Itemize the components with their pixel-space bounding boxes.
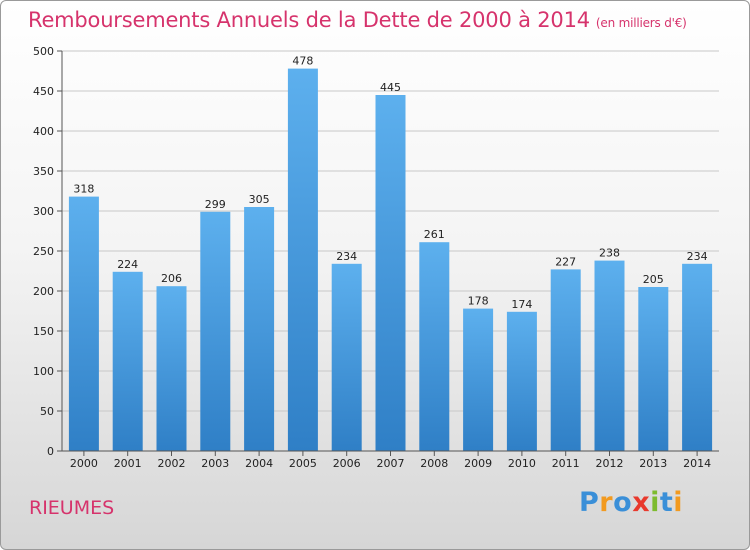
data-label-2013: 205 xyxy=(643,273,664,286)
x-tick-label-2013: 2013 xyxy=(639,457,667,470)
logo-letter: i xyxy=(673,487,684,518)
bar-2007 xyxy=(375,95,406,451)
logo-letter: r xyxy=(599,487,614,518)
data-label-2002: 206 xyxy=(161,272,182,285)
y-tick-label: 300 xyxy=(33,205,54,218)
data-label-2006: 234 xyxy=(336,250,357,263)
data-label-2009: 178 xyxy=(468,295,489,308)
x-tick-label-2011: 2011 xyxy=(552,457,580,470)
bar-2008 xyxy=(419,242,450,451)
bar-2011 xyxy=(550,269,581,451)
chart-subtitle: (en milliers d'€) xyxy=(595,16,687,30)
logo-letter: i xyxy=(650,487,660,518)
x-tick-label-2003: 2003 xyxy=(201,457,229,470)
x-tick-label-2004: 2004 xyxy=(245,457,273,470)
bar-2001 xyxy=(112,271,143,451)
x-tick-label-2007: 2007 xyxy=(377,457,405,470)
data-label-2014: 234 xyxy=(687,250,708,263)
data-label-2010: 174 xyxy=(511,298,532,311)
bar-2000 xyxy=(68,196,99,451)
data-label-2001: 224 xyxy=(117,258,138,271)
logo-letter: P xyxy=(579,487,600,518)
data-label-2000: 318 xyxy=(73,183,94,196)
chart-title: Remboursements Annuels de la Dette de 20… xyxy=(28,8,687,32)
x-tick-label-2006: 2006 xyxy=(333,457,361,470)
bar-2004 xyxy=(244,207,275,451)
chart-title-text: Remboursements Annuels de la Dette de 20… xyxy=(28,8,590,32)
logo-letter: x xyxy=(632,487,651,518)
y-tick-label: 250 xyxy=(33,245,54,258)
data-label-2003: 299 xyxy=(205,198,226,211)
bar-2005 xyxy=(287,68,318,451)
x-tick-label-2008: 2008 xyxy=(420,457,448,470)
bar-2006 xyxy=(331,263,362,451)
x-tick-label-2001: 2001 xyxy=(114,457,142,470)
bar-2010 xyxy=(506,311,537,451)
bar-2014 xyxy=(682,263,713,451)
y-tick-label: 0 xyxy=(47,445,54,458)
y-tick-label: 400 xyxy=(33,125,54,138)
data-label-2011: 227 xyxy=(555,255,576,268)
proxiti-logo: Proxiti xyxy=(579,487,683,518)
data-label-2007: 445 xyxy=(380,81,401,94)
bar-2013 xyxy=(638,287,669,451)
x-tick-label-2012: 2012 xyxy=(596,457,624,470)
data-label-2012: 238 xyxy=(599,247,620,260)
logo-letter: o xyxy=(613,487,633,518)
y-tick-label: 500 xyxy=(33,45,54,58)
y-tick-label: 150 xyxy=(33,325,54,338)
y-tick-label: 200 xyxy=(33,285,54,298)
x-tick-label-2005: 2005 xyxy=(289,457,317,470)
x-tick-label-2009: 2009 xyxy=(464,457,492,470)
bar-2002 xyxy=(156,286,187,451)
x-tick-label-2002: 2002 xyxy=(158,457,186,470)
bar-2009 xyxy=(463,308,494,451)
bar-2003 xyxy=(200,211,231,451)
y-tick-label: 350 xyxy=(33,165,54,178)
logo-letter: t xyxy=(659,487,674,518)
data-label-2004: 305 xyxy=(249,193,270,206)
y-tick-label: 100 xyxy=(33,365,54,378)
y-tick-label: 450 xyxy=(33,85,54,98)
bar-2012 xyxy=(594,260,625,451)
y-tick-label: 50 xyxy=(40,405,54,418)
data-label-2005: 478 xyxy=(292,55,313,68)
data-label-2008: 261 xyxy=(424,228,445,241)
x-tick-label-2000: 2000 xyxy=(70,457,98,470)
commune-name: RIEUMES xyxy=(29,497,115,519)
x-tick-label-2014: 2014 xyxy=(683,457,711,470)
x-tick-label-2010: 2010 xyxy=(508,457,536,470)
